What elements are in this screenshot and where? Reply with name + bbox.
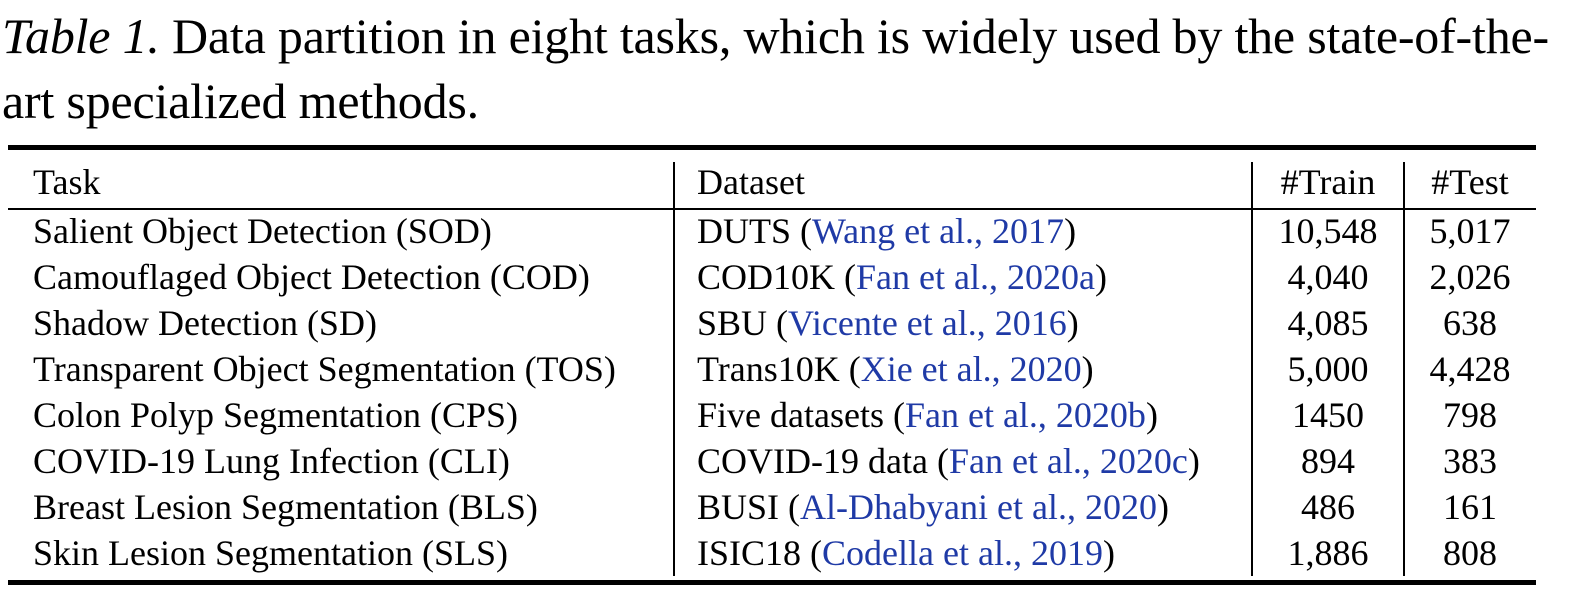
dataset-name: COVID-19 data	[697, 441, 928, 481]
cell-train: 4,085	[1287, 303, 1369, 343]
cell-test: 5,017	[1429, 211, 1511, 251]
cell-dataset: Five datasets (Fan et al., 2020b)	[697, 395, 1158, 435]
cell-train: 4,040	[1287, 257, 1369, 297]
dataset-name: DUTS	[697, 211, 792, 251]
cell-dataset: DUTS (Wang et al., 2017)	[697, 211, 1077, 251]
cell-test: 4,428	[1429, 349, 1511, 389]
citation-link[interactable]: Fan et al., 2020a	[856, 257, 1095, 297]
caption-text: Data partition in eight tasks, which is …	[2, 8, 1549, 129]
header-dataset: Dataset	[697, 162, 805, 202]
cell-test: 383	[1443, 441, 1497, 481]
cell-train: 10,548	[1278, 211, 1378, 251]
dataset-name: BUSI	[697, 487, 780, 527]
dataset-name: ISIC18	[697, 533, 802, 573]
cell-dataset: Trans10K (Xie et al., 2020)	[697, 349, 1094, 389]
cell-test: 638	[1443, 303, 1497, 343]
cell-dataset: COVID-19 data (Fan et al., 2020c)	[697, 441, 1200, 481]
citation-link[interactable]: Fan et al., 2020c	[948, 441, 1188, 481]
cell-test: 808	[1443, 533, 1497, 573]
column-divider-train	[1403, 162, 1405, 576]
table-top-rule	[8, 145, 1536, 150]
cell-task: Shadow Detection (SD)	[33, 303, 377, 343]
cell-test: 2,026	[1429, 257, 1511, 297]
cell-task: Colon Polyp Segmentation (CPS)	[33, 395, 519, 435]
cell-task: Camouflaged Object Detection (COD)	[33, 257, 590, 297]
cell-dataset: ISIC18 (Codella et al., 2019)	[697, 533, 1115, 573]
dataset-name: Five datasets	[697, 395, 884, 435]
cell-dataset: SBU (Vicente et al., 2016)	[697, 303, 1079, 343]
dataset-name: SBU	[697, 303, 768, 343]
cell-task: COVID-19 Lung Infection (CLI)	[33, 441, 510, 481]
cell-test: 798	[1443, 395, 1497, 435]
dataset-name: COD10K	[697, 257, 836, 297]
cell-task: Skin Lesion Segmentation (SLS)	[33, 533, 508, 573]
column-divider-task	[673, 162, 675, 576]
cell-train: 486	[1301, 487, 1355, 527]
table-caption: Table 1. Data partition in eight tasks, …	[2, 4, 1568, 134]
citation-link[interactable]: Fan et al., 2020b	[904, 395, 1146, 435]
citation-link[interactable]: Wang et al., 2017	[812, 211, 1065, 251]
table-bottom-rule	[8, 580, 1536, 585]
cell-train: 1,886	[1287, 533, 1369, 573]
citation-link[interactable]: Xie et al., 2020	[860, 349, 1082, 389]
citation-link[interactable]: Codella et al., 2019	[822, 533, 1103, 573]
column-divider-dataset	[1251, 162, 1253, 576]
cell-train: 5,000	[1287, 349, 1369, 389]
cell-train: 894	[1301, 441, 1355, 481]
cell-task: Salient Object Detection (SOD)	[33, 211, 492, 251]
table-header-rule	[8, 208, 1536, 210]
citation-link[interactable]: Al-Dhabyani et al., 2020	[800, 487, 1157, 527]
citation-link[interactable]: Vicente et al., 2016	[788, 303, 1067, 343]
cell-test: 161	[1443, 487, 1497, 527]
header-train: #Train	[1280, 162, 1376, 202]
dataset-name: Trans10K	[697, 349, 840, 389]
caption-label: Table 1.	[2, 8, 160, 64]
cell-train: 1450	[1292, 395, 1364, 435]
cell-dataset: BUSI (Al-Dhabyani et al., 2020)	[697, 487, 1169, 527]
header-task: Task	[33, 162, 101, 202]
cell-task: Breast Lesion Segmentation (BLS)	[33, 487, 538, 527]
header-test: #Test	[1431, 162, 1509, 202]
cell-dataset: COD10K (Fan et al., 2020a)	[697, 257, 1107, 297]
cell-task: Transparent Object Segmentation (TOS)	[33, 349, 616, 389]
